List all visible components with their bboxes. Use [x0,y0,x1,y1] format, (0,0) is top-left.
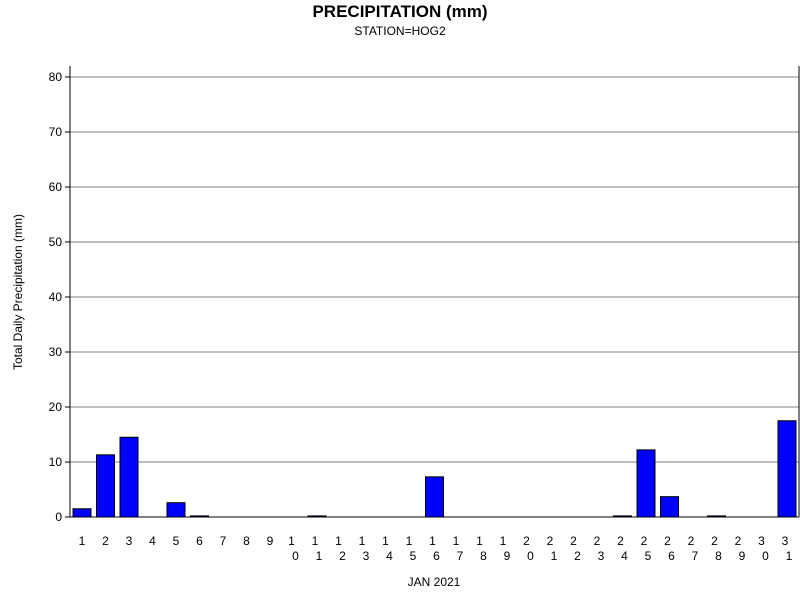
chart-subtitle: STATION=HOG2 [354,24,446,38]
bar-day-3 [119,436,139,518]
y-tick-label: 80 [49,70,63,84]
x-tick-label: 9 [267,534,274,548]
y-tick-label: 50 [49,235,63,249]
bar-day-31 [777,420,797,518]
chart-title: PRECIPITATION (mm) [312,2,487,21]
bar-day-2 [96,454,115,518]
y-tick-label: 40 [49,290,63,304]
x-tick-label: 6 [196,534,203,548]
y-tick-label: 70 [49,125,63,139]
y-tick-labels: 0 10 20 30 40 50 60 70 80 [49,70,63,524]
bars [72,420,797,518]
bar-day-25 [636,449,656,518]
gridlines [70,76,799,463]
bar-day-5 [166,502,186,518]
x-tick-label: 7 [220,534,227,548]
y-tick-label: 60 [49,180,63,194]
bar-day-1 [72,508,92,518]
y-axis-label: Total Daily Precipitation (mm) [11,214,25,370]
x-tick-label: 4 [149,534,156,548]
y-tick-label: 10 [49,455,63,469]
x-tick-label: 8 [243,534,250,548]
bar-day-26 [660,496,679,518]
x-axis-label: JAN 2021 [408,575,461,589]
y-tick-label: 20 [49,400,63,414]
y-tick-label: 0 [55,510,62,524]
x-tick-label: 2 [102,534,109,548]
bar-day-16 [425,476,444,518]
x-tick-label: 1 [79,534,86,548]
x-tick-label: 3 [126,534,133,548]
x-tick-label: 5 [173,534,180,548]
axes [65,66,800,518]
y-tick-label: 30 [49,345,63,359]
x-tick-labels: 1 2 3 4 5 6 7 8 9 1 01 11 21 31 41 51 61 71 81 92 02 12 22 32 42… [79,534,793,563]
